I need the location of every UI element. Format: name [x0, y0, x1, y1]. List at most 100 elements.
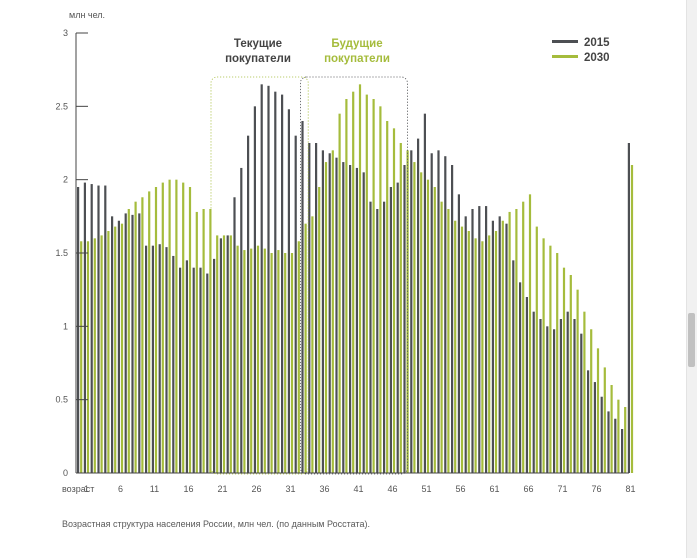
bar-2015-age-2	[90, 184, 93, 474]
bar-2015-age-1	[83, 182, 86, 473]
bar-2030-age-78	[610, 385, 613, 473]
x-tick-label-61: 61	[489, 484, 499, 494]
bar-2030-age-24	[243, 250, 246, 473]
bar-2015-age-78	[607, 411, 610, 473]
bar-2030-age-46	[392, 128, 396, 474]
scrollbar-track[interactable]	[686, 0, 697, 558]
y-tick-label-5: 2.5	[55, 101, 68, 111]
bar-2015-age-46	[389, 187, 392, 473]
bar-2030-age-79	[617, 399, 620, 473]
bar-2030-age-28	[270, 253, 273, 473]
bar-2030-age-45	[386, 121, 389, 473]
bar-2015-age-20	[213, 258, 216, 473]
bar-2030-age-38	[338, 113, 341, 474]
bar-2030-age-27	[263, 248, 266, 473]
bar-2015-age-59	[478, 206, 481, 474]
series-2030-bars	[80, 84, 634, 474]
bar-2015-age-3	[97, 185, 100, 474]
bar-2030-age-6	[120, 223, 124, 473]
bar-2030-age-4	[107, 231, 110, 473]
bar-2030-age-9	[141, 197, 144, 473]
legend: 2015 2030	[552, 37, 610, 64]
bar-2015-age-51	[423, 113, 426, 474]
bar-2030-age-11	[154, 187, 158, 473]
bar-2015-age-19	[206, 273, 209, 473]
bar-2015-age-40	[349, 165, 352, 473]
bar-2030-age-59	[481, 241, 484, 473]
bar-2030-age-20	[216, 235, 219, 473]
bar-2030-age-29	[277, 250, 280, 473]
bar-2030-age-10	[148, 191, 151, 473]
x-tick-label-81: 81	[625, 484, 635, 494]
bar-2015-age-32	[294, 135, 297, 473]
bar-2015-age-6	[117, 220, 120, 473]
bar-2030-age-31	[290, 253, 294, 473]
bar-2030-age-15	[182, 182, 185, 473]
bar-2015-age-60	[485, 206, 488, 474]
bar-2030-age-67	[535, 226, 538, 473]
x-tick-label-36: 36	[319, 484, 329, 494]
bar-2015-age-71	[559, 319, 562, 473]
x-tick-label-1: 1	[84, 484, 89, 494]
bar-2030-age-61	[494, 231, 498, 473]
bar-2015-age-8	[131, 214, 134, 473]
bar-2030-age-71	[562, 267, 566, 473]
bar-2030-age-57	[467, 231, 470, 473]
bar-2030-age-19	[209, 209, 212, 473]
bar-2015-age-28	[267, 85, 270, 474]
bar-2015-age-50	[417, 138, 420, 473]
bar-2030-age-36	[324, 162, 328, 474]
bar-2015-age-16	[185, 260, 188, 473]
bar-2030-age-2	[93, 238, 96, 473]
bar-2015-age-14	[172, 255, 175, 473]
bar-2015-age-0	[77, 187, 80, 473]
bar-2015-age-63	[505, 223, 508, 473]
y-tick-label-1: 0.5	[55, 395, 68, 405]
bar-2015-age-77	[600, 396, 603, 473]
bar-2015-age-27	[260, 84, 263, 473]
y-ticks: 0 0.5 1 1.5 2 2.5 3	[55, 28, 88, 478]
bar-2015-age-68	[539, 319, 542, 473]
bar-2015-age-49	[410, 150, 413, 474]
x-axis-label: возраст	[62, 484, 94, 494]
x-tick-label-76: 76	[591, 484, 601, 494]
x-tick-label-56: 56	[455, 484, 465, 494]
bar-2030-age-56	[460, 226, 464, 473]
bar-2015-age-53	[437, 150, 440, 474]
bar-2030-age-23	[236, 245, 239, 473]
bar-2030-age-72	[569, 275, 572, 473]
y-tick-label-2: 1	[63, 321, 68, 331]
bar-2015-age-29	[274, 91, 277, 474]
bar-2030-age-33	[304, 223, 307, 473]
bar-2015-age-74	[580, 333, 583, 473]
bar-2030-age-41	[358, 84, 362, 473]
bar-2030-age-64	[515, 209, 518, 473]
bar-2030-age-69	[549, 245, 552, 473]
scrollbar-thumb[interactable]	[688, 313, 695, 367]
x-tick-label-16: 16	[183, 484, 193, 494]
bar-2015-age-5	[111, 216, 114, 474]
bar-2015-age-36	[321, 150, 324, 474]
bar-2015-age-22	[226, 235, 229, 473]
x-tick-label-66: 66	[523, 484, 533, 494]
bar-2015-age-54	[444, 156, 447, 473]
bar-2015-age-69	[546, 326, 549, 473]
bar-2015-age-39	[342, 162, 345, 474]
bar-2030-age-50	[420, 172, 423, 474]
bar-2030-age-48	[406, 150, 409, 474]
bar-2015-age-25	[247, 135, 250, 473]
bar-2030-age-42	[365, 94, 368, 473]
y-tick-label-6: 3	[63, 28, 68, 38]
bar-2030-age-1	[86, 241, 90, 473]
bar-2015-age-55	[451, 165, 454, 473]
bar-2030-age-75	[590, 329, 593, 473]
bar-2030-age-63	[508, 211, 511, 473]
x-tick-label-6: 6	[118, 484, 123, 494]
bar-2030-age-74	[583, 311, 586, 473]
bar-2015-age-73	[573, 319, 576, 473]
bar-2030-age-65	[522, 201, 525, 473]
bar-2030-age-70	[556, 253, 559, 473]
x-tick-label-71: 71	[557, 484, 567, 494]
x-tick-label-31: 31	[285, 484, 295, 494]
bar-2030-age-40	[352, 91, 355, 474]
